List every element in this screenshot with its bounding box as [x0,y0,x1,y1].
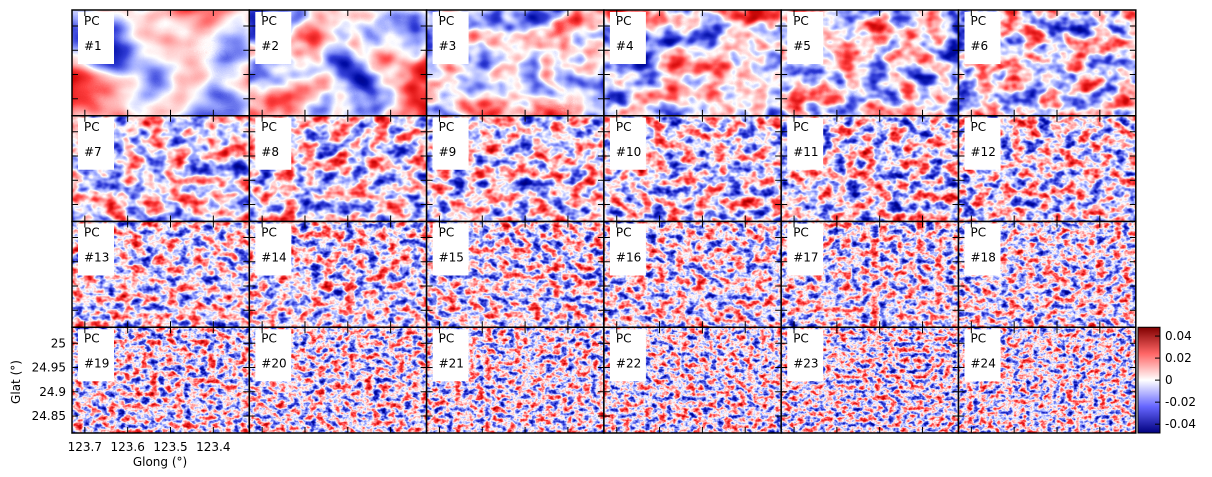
panel-title: PC [261,226,277,240]
label-box [432,117,469,170]
panel-id: #2 [261,39,279,53]
panel-title: PC [439,14,455,28]
label-box [787,329,824,382]
panel-id: #21 [439,356,464,370]
panel-title: PC [616,331,632,345]
panel-id: #11 [793,145,818,159]
label-box [78,223,114,276]
label-box [78,12,114,64]
label-box [964,12,1001,64]
colorbar-tick-label: 0 [1165,373,1173,387]
panel-title: PC [971,120,987,134]
y-axis-label: Glat (°) [9,360,23,404]
panel-title: PC [971,331,987,345]
panel-title: PC [793,226,809,240]
panel-title: PC [616,14,632,28]
x-tick-label: 123.6 [110,440,144,454]
label-box [964,329,1001,382]
panel-id: #22 [616,356,641,370]
panel-title: PC [439,120,455,134]
x-tick-label: 123.5 [153,440,187,454]
label-box [432,12,469,64]
panel-title: PC [793,120,809,134]
panel-id: #20 [261,356,286,370]
panel-id: #9 [439,145,457,159]
panel-id: #1 [84,39,102,53]
label-box [609,12,646,64]
panel-id: #7 [84,145,102,159]
colorbar-tick-label: -0.02 [1165,395,1196,409]
panel-title: PC [261,331,277,345]
label-box [255,329,292,382]
label-box [78,117,114,170]
panel-title: PC [439,331,455,345]
label-box [964,117,1001,170]
y-tick-label: 24.85 [32,409,66,423]
label-box [787,117,824,170]
x-tick-label: 123.4 [196,440,230,454]
panel-id: #12 [971,145,996,159]
label-box [255,117,292,170]
panel-id: #16 [616,251,641,265]
panel-title: PC [793,14,809,28]
panel-title: PC [84,14,100,28]
panel-title: PC [616,226,632,240]
y-tick-label: 24.95 [32,361,66,375]
panel-id: #14 [261,251,286,265]
label-box [255,223,292,276]
panel-id: #6 [971,39,989,53]
panel-id: #5 [793,39,811,53]
panel-id: #4 [616,39,634,53]
label-box [787,223,824,276]
colorbar-tick-label: 0.04 [1165,329,1192,343]
panel-id: #24 [971,356,996,370]
panel-id: #19 [84,356,109,370]
panel-title: PC [261,14,277,28]
panel-frame [957,326,1137,434]
panel-id: #17 [793,251,818,265]
x-tick-label: 123.7 [68,440,102,454]
panel-title: PC [261,120,277,134]
panel-title: PC [971,14,987,28]
panel-title: PC [971,226,987,240]
panel-id: #18 [971,251,996,265]
panel-title: PC [84,120,100,134]
label-box [432,329,469,382]
panel-id: #23 [793,356,818,370]
label-box [964,223,1001,276]
panel-title: PC [84,331,100,345]
label-box [78,329,114,382]
label-box [787,12,824,64]
panel-id: #8 [261,145,279,159]
panel-id: #3 [439,39,457,53]
label-box [609,117,646,170]
panel-id: #15 [439,251,464,265]
panel-title: PC [616,120,632,134]
label-box [609,223,646,276]
y-tick-label: 24.9 [39,385,66,399]
y-tick-label: 25 [51,336,66,350]
panel-title: PC [84,226,100,240]
label-box [255,12,292,64]
label-box [609,329,646,382]
panel-id: #10 [616,145,641,159]
label-box [432,223,469,276]
colorbar-tick-label: -0.04 [1165,417,1196,431]
x-axis-label: Glong (°) [133,455,187,469]
panel-id: #13 [84,251,109,265]
colorbar-tick-label: 0.02 [1165,351,1192,365]
panel-title: PC [793,331,809,345]
panel-title: PC [439,226,455,240]
